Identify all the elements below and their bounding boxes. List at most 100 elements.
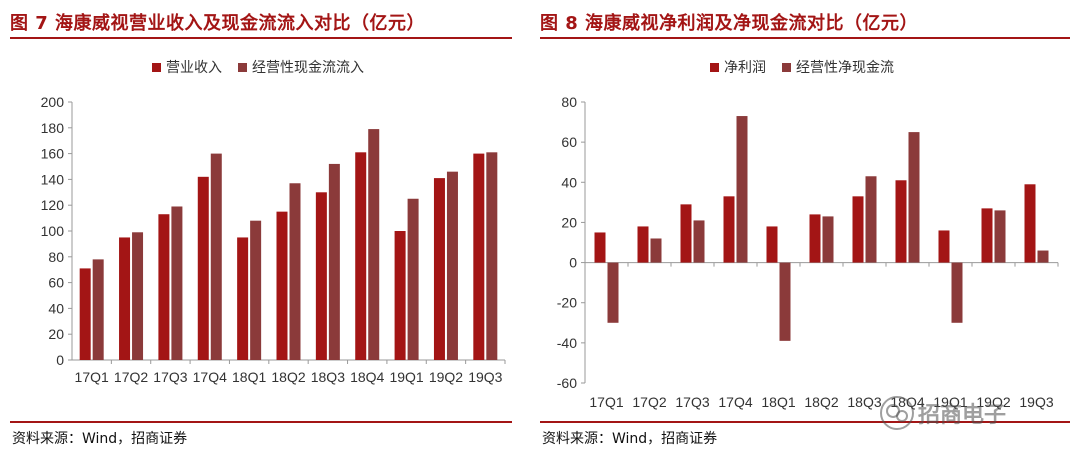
bar-18Q3-b	[328, 163, 340, 360]
x-tick-label: 19Q3	[1019, 394, 1053, 410]
bar-18Q2-b	[289, 183, 301, 360]
legend-swatch	[782, 62, 791, 72]
y-tick-label: 20	[561, 214, 577, 230]
bar-17Q2-b	[650, 238, 662, 263]
x-tick-label: 17Q2	[114, 369, 148, 385]
bar-18Q4-a	[895, 180, 907, 263]
bar-18Q4-a	[355, 152, 367, 360]
watermark: 招商电子	[880, 396, 1006, 430]
source-note: 资料来源：Wind，招商证券	[542, 431, 718, 447]
legend-item-cash-inflow: 经营性现金流流入	[238, 57, 364, 77]
x-tick-label: 18Q1	[232, 369, 266, 385]
x-tick-label: 19Q2	[429, 369, 463, 385]
source-note: 资料来源：Wind，招商证券	[12, 431, 188, 447]
y-tick-label: 180	[41, 120, 65, 136]
x-tick-label: 19Q2	[976, 394, 1010, 410]
y-tick-label: 0	[569, 255, 577, 271]
bar-17Q3-a	[680, 204, 692, 263]
y-tick-label: 20	[48, 326, 64, 342]
title-rule	[10, 37, 512, 39]
x-tick-label: 17Q3	[675, 394, 709, 410]
bar-18Q2-a	[809, 214, 821, 263]
bar-19Q1-b	[407, 198, 419, 360]
x-tick-label: 17Q1	[589, 394, 623, 410]
bar-17Q1-b	[607, 262, 619, 323]
legend-swatch	[710, 62, 719, 72]
y-tick-label: 0	[56, 352, 64, 368]
x-tick-label: 19Q1	[933, 394, 967, 410]
bar-19Q2-a	[433, 178, 445, 360]
legend-swatch	[238, 62, 247, 72]
bar-19Q2-b	[446, 171, 458, 360]
bar-17Q1-a	[79, 268, 91, 360]
legend: 营业收入 经营性现金流流入	[152, 57, 364, 77]
bar-19Q1-a	[938, 230, 950, 263]
bar-18Q2-b	[822, 216, 834, 263]
y-tick-label: 200	[41, 94, 65, 110]
x-tick-label: 19Q3	[468, 369, 502, 385]
bar-17Q4-a	[197, 176, 209, 360]
bar-18Q3-a	[315, 192, 327, 360]
bar-18Q4-b	[908, 132, 920, 263]
bar-18Q4-b	[368, 129, 380, 360]
bar-18Q1-b	[779, 262, 791, 341]
y-tick-label: 120	[41, 197, 65, 213]
title-rule	[540, 37, 1070, 39]
chart-panel-revenue: 图 7 海康威视营业收入及现金流流入对比（亿元） 营业收入 经营性现金流流入 0…	[0, 0, 520, 465]
y-tick-label: 60	[561, 134, 577, 150]
chart-title: 图 8 海康威视净利润及净现金流对比（亿元）	[540, 13, 919, 34]
bar-19Q1-a	[394, 231, 406, 360]
legend: 净利润 经营性净现金流	[710, 57, 894, 77]
bar-19Q1-b	[951, 262, 963, 323]
x-tick-label: 18Q3	[847, 394, 881, 410]
bar-17Q1-b	[92, 259, 104, 360]
y-tick-label: -20	[557, 295, 577, 311]
x-tick-label: 18Q2	[271, 369, 305, 385]
x-tick-label: 17Q3	[153, 369, 187, 385]
legend-item-net-profit: 净利润	[710, 57, 766, 77]
bar-18Q1-b	[250, 220, 262, 360]
bar-19Q3-a	[473, 153, 485, 360]
y-tick-label: 160	[41, 146, 65, 162]
bar-17Q4-b	[210, 153, 222, 360]
legend-item-revenue: 营业收入	[152, 57, 222, 77]
bar-18Q1-a	[766, 226, 778, 263]
legend-swatch	[152, 62, 161, 72]
bar-17Q2-b	[132, 232, 144, 360]
y-tick-label: 80	[561, 94, 577, 110]
y-tick-label: 40	[48, 300, 64, 316]
y-tick-label: 60	[48, 275, 64, 291]
chart-title: 图 7 海康威视营业收入及现金流流入对比（亿元）	[10, 13, 426, 34]
legend-label: 经营性净现金流	[796, 60, 894, 76]
bar-17Q3-a	[158, 214, 170, 360]
bar-17Q1-a	[594, 232, 606, 263]
x-tick-label: 18Q3	[311, 369, 345, 385]
legend-item-net-cashflow: 经营性净现金流	[782, 57, 894, 77]
bar-19Q3-b	[486, 152, 498, 360]
y-tick-label: 80	[48, 249, 64, 265]
y-tick-label: 100	[41, 223, 65, 239]
wechat-icon	[880, 396, 914, 430]
bar-17Q3-b	[171, 206, 183, 360]
source-rule	[10, 421, 512, 423]
x-tick-label: 18Q1	[761, 394, 795, 410]
source-rule	[540, 421, 1070, 423]
bar-17Q4-a	[723, 196, 735, 263]
bar-18Q1-a	[237, 237, 249, 360]
x-tick-label: 19Q1	[389, 369, 423, 385]
x-tick-label: 17Q4	[718, 394, 752, 410]
bar-17Q2-a	[119, 237, 131, 360]
y-tick-label: -40	[557, 335, 577, 351]
x-tick-label: 17Q2	[632, 394, 666, 410]
bar-18Q3-b	[865, 176, 877, 263]
bar-17Q2-a	[637, 226, 649, 263]
bar-17Q4-b	[736, 116, 748, 263]
bar-17Q3-b	[693, 220, 705, 263]
bar-19Q2-b	[994, 210, 1006, 263]
bar-19Q3-a	[1024, 184, 1036, 263]
bar-18Q3-a	[852, 196, 864, 263]
revenue-bar-chart: 0 20 40 60 80 100 120 140 160 180 200 17Q1 17Q2 17Q3 1…	[41, 94, 506, 385]
y-tick-label: 140	[41, 171, 65, 187]
bar-18Q2-a	[276, 211, 288, 360]
bar-19Q2-a	[981, 208, 993, 263]
